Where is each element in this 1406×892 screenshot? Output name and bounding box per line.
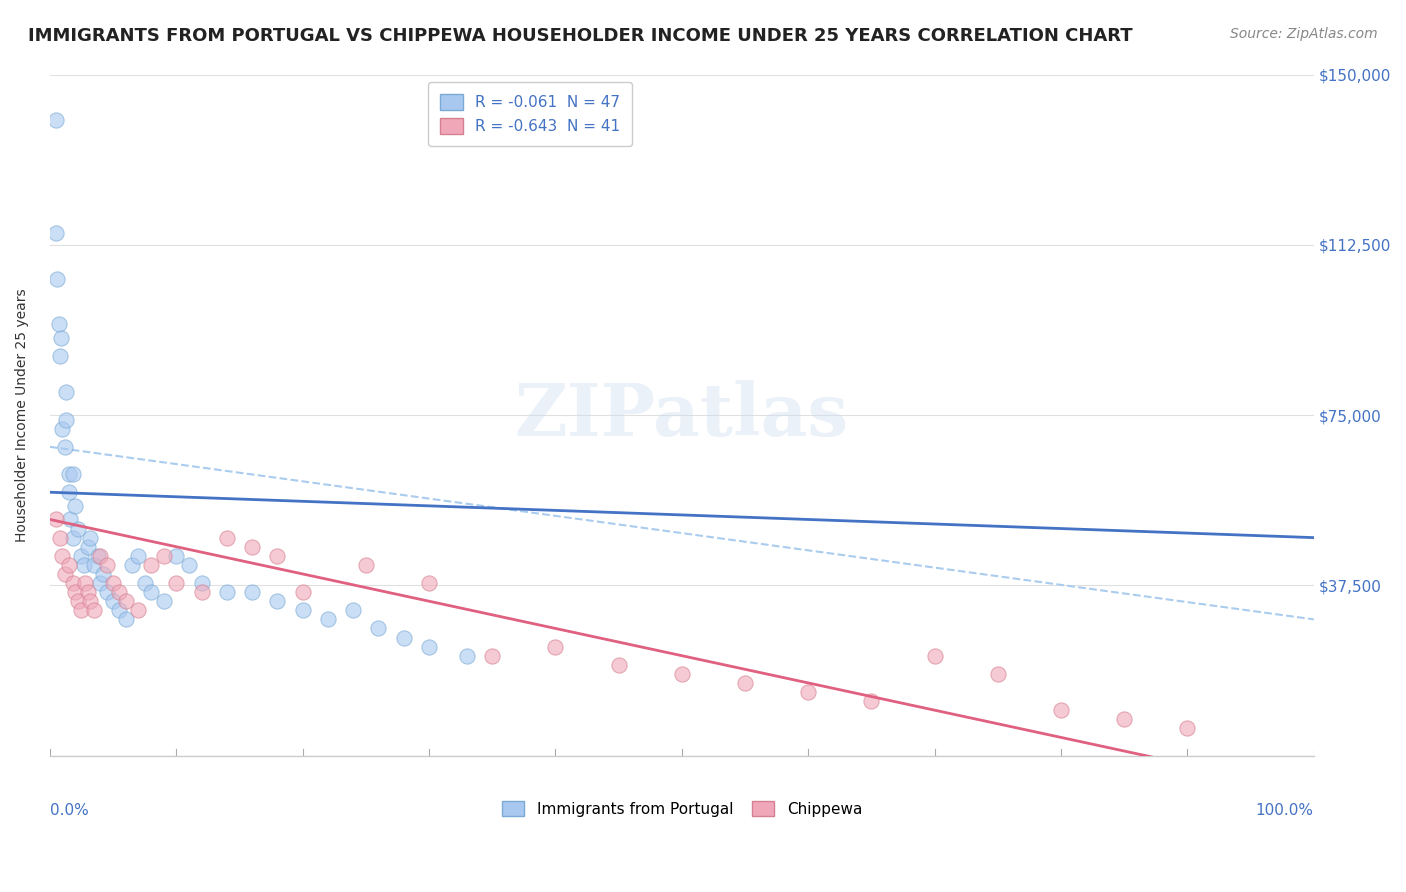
Point <box>165 576 187 591</box>
Point <box>367 622 389 636</box>
Point <box>266 594 288 608</box>
Point <box>240 585 263 599</box>
Point <box>53 440 76 454</box>
Point <box>51 331 73 345</box>
Point <box>83 558 105 572</box>
Point <box>418 576 440 591</box>
Point <box>671 666 693 681</box>
Point <box>108 585 131 599</box>
Point <box>49 531 72 545</box>
Point <box>392 631 415 645</box>
Point <box>89 576 111 591</box>
Point <box>48 317 70 331</box>
Point <box>316 612 339 626</box>
Point <box>96 558 118 572</box>
Point <box>139 558 162 572</box>
Point <box>70 603 93 617</box>
Point <box>87 549 110 563</box>
Point <box>860 694 883 708</box>
Point <box>63 499 86 513</box>
Text: Source: ZipAtlas.com: Source: ZipAtlas.com <box>1230 27 1378 41</box>
Point <box>1177 722 1199 736</box>
Point <box>190 585 212 599</box>
Point <box>114 612 136 626</box>
Point <box>79 531 101 545</box>
Point <box>152 549 174 563</box>
Point <box>58 558 80 572</box>
Text: 100.0%: 100.0% <box>1256 803 1313 818</box>
Point <box>987 666 1010 681</box>
Point <box>62 467 84 481</box>
Point <box>152 594 174 608</box>
Point <box>96 585 118 599</box>
Point <box>63 585 86 599</box>
Point <box>45 227 67 241</box>
Text: IMMIGRANTS FROM PORTUGAL VS CHIPPEWA HOUSEHOLDER INCOME UNDER 25 YEARS CORRELATI: IMMIGRANTS FROM PORTUGAL VS CHIPPEWA HOU… <box>28 27 1133 45</box>
Point <box>101 576 124 591</box>
Point <box>51 422 73 436</box>
Point <box>114 594 136 608</box>
Point <box>45 112 67 127</box>
Point <box>89 549 111 563</box>
Point <box>266 549 288 563</box>
Point <box>55 412 77 426</box>
Point <box>66 522 89 536</box>
Point <box>76 540 98 554</box>
Point <box>76 585 98 599</box>
Point <box>481 648 503 663</box>
Point <box>215 531 238 545</box>
Point <box>58 485 80 500</box>
Y-axis label: Householder Income Under 25 years: Householder Income Under 25 years <box>15 288 30 541</box>
Point <box>91 566 114 581</box>
Point <box>70 549 93 563</box>
Point <box>101 594 124 608</box>
Point <box>165 549 187 563</box>
Point <box>127 549 149 563</box>
Point <box>121 558 143 572</box>
Point <box>240 540 263 554</box>
Point <box>1114 712 1136 726</box>
Point <box>734 676 756 690</box>
Text: ZIPatlas: ZIPatlas <box>515 379 849 450</box>
Point <box>418 640 440 654</box>
Point <box>139 585 162 599</box>
Point <box>49 349 72 363</box>
Point <box>73 558 96 572</box>
Point <box>797 685 820 699</box>
Point <box>51 549 73 563</box>
Point <box>215 585 238 599</box>
Point <box>342 603 364 617</box>
Point <box>75 576 97 591</box>
Point <box>456 648 478 663</box>
Legend: Immigrants from Portugal, Chippewa: Immigrants from Portugal, Chippewa <box>495 795 868 822</box>
Point <box>127 603 149 617</box>
Point <box>55 385 77 400</box>
Point <box>354 558 377 572</box>
Point <box>62 576 84 591</box>
Point <box>108 603 131 617</box>
Point <box>59 512 82 526</box>
Point <box>291 603 314 617</box>
Point <box>134 576 156 591</box>
Point <box>46 272 69 286</box>
Text: 0.0%: 0.0% <box>49 803 89 818</box>
Point <box>544 640 567 654</box>
Point <box>291 585 314 599</box>
Point <box>66 594 89 608</box>
Point <box>83 603 105 617</box>
Point <box>45 512 67 526</box>
Point <box>79 594 101 608</box>
Point <box>190 576 212 591</box>
Point <box>53 566 76 581</box>
Point <box>58 467 80 481</box>
Point <box>607 657 630 672</box>
Point <box>1050 703 1073 717</box>
Point <box>924 648 946 663</box>
Point <box>177 558 200 572</box>
Point <box>62 531 84 545</box>
